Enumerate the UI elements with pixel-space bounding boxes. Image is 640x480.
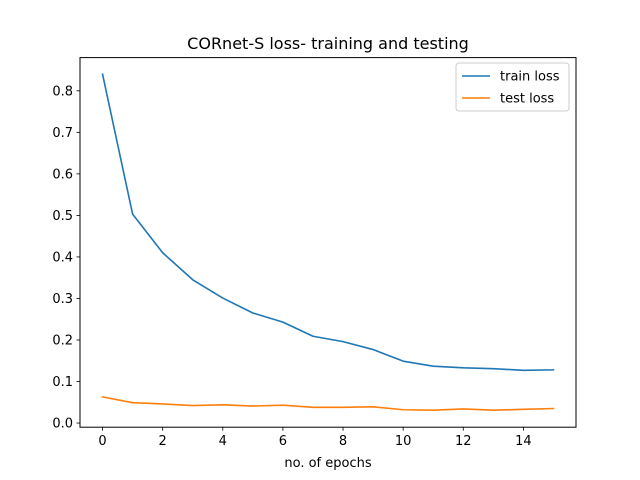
chart-title: CORnet-S loss- training and testing	[187, 34, 469, 53]
x-tick-label: 2	[159, 434, 167, 449]
y-tick-label: 0.7	[52, 126, 73, 141]
legend-label-1: test loss	[500, 92, 554, 107]
plot-frame	[79, 57, 577, 428]
legend-box	[455, 62, 570, 112]
y-tick-label: 0.4	[52, 250, 73, 265]
y-tick-label: 0.0	[52, 417, 73, 432]
series-line-0	[101, 73, 555, 372]
x-tick-label: 14	[515, 434, 532, 449]
x-tick-label: 6	[279, 434, 287, 449]
y-tick-label: 0.8	[52, 84, 73, 99]
y-tick-label: 0.3	[52, 292, 73, 307]
y-tick-label: 0.6	[52, 167, 73, 182]
y-tick-label: 0.1	[52, 375, 73, 390]
series-line-1	[101, 395, 555, 411]
legend-label-0: train loss	[500, 70, 560, 85]
x-tick-label: 0	[98, 434, 106, 449]
x-tick-label: 4	[219, 434, 227, 449]
x-tick-label: 8	[339, 434, 347, 449]
x-axis-title: no. of epochs	[284, 456, 371, 471]
y-tick-label: 0.5	[52, 209, 73, 224]
legend: train loss test loss	[455, 62, 570, 112]
x-tick-label: 12	[455, 434, 472, 449]
y-tick-label: 0.2	[52, 333, 73, 348]
x-tick-label: 10	[395, 434, 412, 449]
